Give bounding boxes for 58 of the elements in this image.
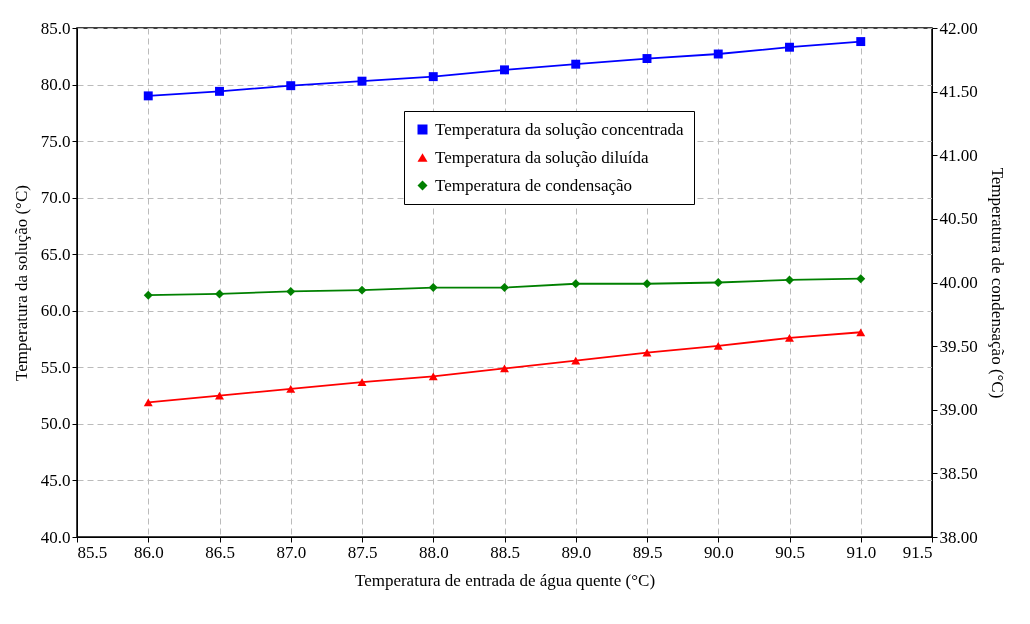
y-tick-label: 75.0 (40, 131, 71, 151)
y-tick-label: 50.0 (40, 414, 71, 434)
point (286, 384, 296, 393)
y-tick-label: 60.0 (40, 301, 71, 321)
y2-tick-label: 40.50 (939, 209, 978, 229)
point (500, 65, 509, 75)
y2-tick-label: 38.50 (939, 463, 978, 483)
y2-tick-label: 38.00 (939, 527, 978, 547)
y2-tick-label: 39.50 (939, 336, 978, 356)
point (357, 378, 367, 386)
y-tick-label: 80.0 (40, 75, 71, 95)
point (642, 348, 652, 357)
point (785, 334, 794, 342)
point (713, 49, 723, 59)
y2-axis-title: Temperatura de condensação (°C) (987, 167, 1007, 399)
point (143, 91, 153, 101)
x-tick-label: 90.5 (775, 542, 805, 562)
y2-tick-label: 41.50 (939, 82, 978, 102)
x-tick-label: 85.5 (77, 542, 108, 562)
x-tick-label: 88.0 (418, 542, 449, 562)
y-axis-title: Temperatura da solução (°C) (11, 185, 31, 381)
y-tick-label: 40.0 (40, 527, 71, 547)
point (428, 372, 438, 381)
y2-tick-label: 39.00 (939, 400, 978, 420)
point (286, 81, 296, 91)
y2-tick-label: 40.00 (939, 273, 978, 292)
y2-tick-label: 41.00 (939, 145, 978, 165)
point (713, 341, 723, 350)
point (428, 72, 438, 82)
x-tick-label: 90.0 (703, 542, 734, 562)
legend-label: Temperatura de condensação (435, 175, 633, 195)
x-tick-label: 86.0 (133, 542, 164, 562)
point (571, 59, 581, 69)
y2-tick-label: 42.00 (939, 18, 978, 38)
legend-label: Temperatura da solução concentrada (435, 119, 684, 139)
x-tick-label: 91.5 (902, 542, 933, 562)
x-axis-title: Temperatura de entrada de água quente (°C) (354, 570, 656, 590)
point (642, 54, 652, 64)
x-tick-label: 86.5 (205, 542, 235, 562)
y-tick-label: 85.0 (40, 18, 71, 38)
legend-label: Temperatura da solução diluída (435, 147, 650, 167)
x-tick-label: 89.0 (561, 542, 592, 562)
y-tick-label: 55.0 (40, 357, 71, 377)
x-tick-label: 89.5 (632, 542, 663, 562)
y-tick-label: 45.0 (40, 470, 71, 490)
x-tick-label: 87.5 (347, 542, 378, 562)
point (143, 398, 153, 407)
x-tick-label: 88.5 (490, 542, 520, 562)
x-tick-label: 91.0 (846, 542, 877, 562)
point (856, 328, 866, 337)
x-tick-label: 87.0 (276, 542, 307, 562)
point (500, 364, 509, 373)
y-tick-label: 65.0 (40, 244, 71, 264)
point (357, 76, 367, 86)
point (856, 37, 866, 47)
point (785, 42, 794, 52)
y-tick-label: 70.0 (40, 188, 71, 208)
point (215, 86, 224, 96)
